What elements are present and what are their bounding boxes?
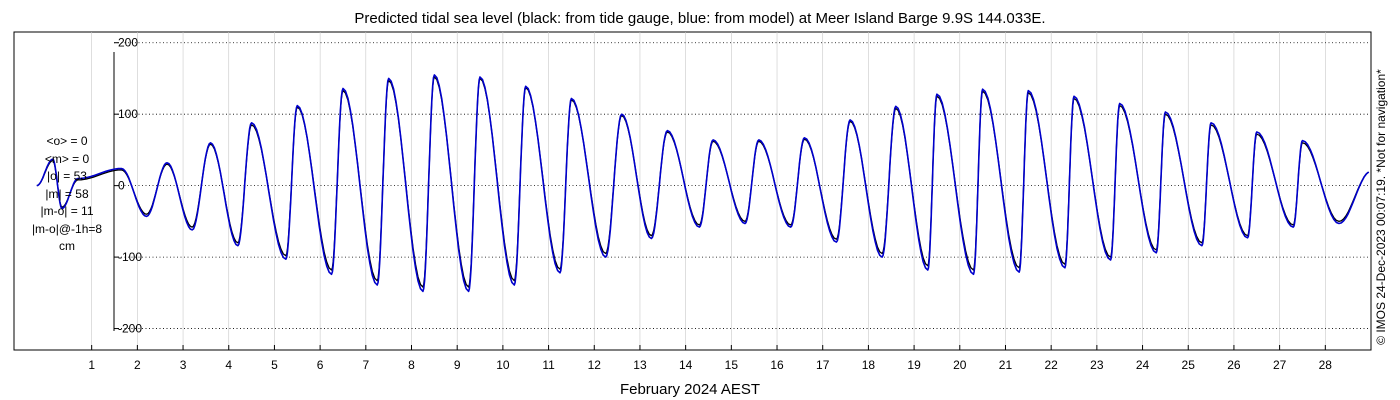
series-line-tide-gauge: [36, 76, 1370, 288]
stat-units: cm: [59, 239, 75, 253]
x-tick-label-8: 8: [408, 358, 415, 372]
chart-title: Predicted tidal sea level (black: from t…: [354, 10, 1046, 27]
x-tick-label-23: 23: [1090, 358, 1104, 372]
x-tick-label-27: 27: [1273, 358, 1287, 372]
x-tick-label-24: 24: [1136, 358, 1150, 372]
stat-abs-observed: |o| = 53: [47, 169, 87, 183]
x-tick-label-21: 21: [999, 358, 1013, 372]
series-line-model: [36, 74, 1370, 293]
y-tick-label--100: -100: [118, 250, 142, 264]
y-tick-label-0: 0: [118, 179, 125, 193]
credit-text: © IMOS 24-Dec-2023 00:07:19. *Not for na…: [1374, 69, 1388, 345]
x-tick-label-17: 17: [816, 358, 830, 372]
x-axis-ticks: 1 2 3 4 5 6 7 8 9 10 11 12 13 14 15 16 17 18 19 20 21 22 23 24 2…: [88, 345, 1332, 372]
stat-abs-diff-lag: |m-o|@-1h=8: [31, 221, 103, 236]
x-tick-label-16: 16: [770, 358, 784, 372]
x-tick-label-28: 28: [1319, 358, 1333, 372]
x-tick-label-11: 11: [542, 358, 555, 372]
x-tick-label-13: 13: [633, 358, 647, 372]
grid: [91, 32, 1371, 350]
y-tick-label-100: 100: [118, 107, 138, 121]
x-axis-label: February 2024 AEST: [619, 381, 761, 398]
stat-mean-model: <m> = 0: [44, 151, 90, 166]
x-tick-label-9: 9: [454, 358, 461, 372]
x-tick-label-5: 5: [271, 358, 278, 372]
y-tick-label-200: 200: [118, 36, 138, 50]
y-axis-ticks: -200 -100 0 100 200: [114, 36, 142, 336]
x-tick-label-25: 25: [1182, 358, 1196, 372]
x-tick-label-4: 4: [225, 358, 232, 372]
x-tick-label-26: 26: [1227, 358, 1241, 372]
credit-notice: © IMOS 24-Dec-2023 00:07:19. *Not for na…: [1374, 69, 1391, 345]
x-tick-label-15: 15: [725, 358, 739, 372]
x-tick-label-6: 6: [317, 358, 324, 372]
x-tick-label-18: 18: [862, 358, 876, 372]
stat-abs-diff: |m-o| = 11: [40, 204, 94, 218]
x-tick-label-22: 22: [1044, 358, 1058, 372]
x-tick-label-19: 19: [907, 358, 921, 372]
x-tick-label-2: 2: [134, 358, 141, 372]
outer-frame: [13, 31, 1372, 351]
x-tick-label-3: 3: [180, 358, 187, 372]
x-tick-label-7: 7: [362, 358, 369, 372]
x-tick-label-20: 20: [953, 358, 967, 372]
y-tick-label--200: -200: [118, 322, 142, 336]
x-tick-label-10: 10: [496, 358, 510, 372]
series-group: [36, 74, 1370, 293]
stat-abs-model: |m| = 58: [45, 186, 89, 201]
x-tick-label-14: 14: [679, 358, 693, 372]
x-tick-label-1: 1: [88, 358, 95, 372]
x-tick-label-12: 12: [588, 358, 602, 372]
stat-mean-observed: <o> = 0: [46, 134, 88, 148]
stats-panel: <o> = 0 <m> = 0 |o| = 53 |m| = 58 |m-o| …: [22, 133, 112, 256]
